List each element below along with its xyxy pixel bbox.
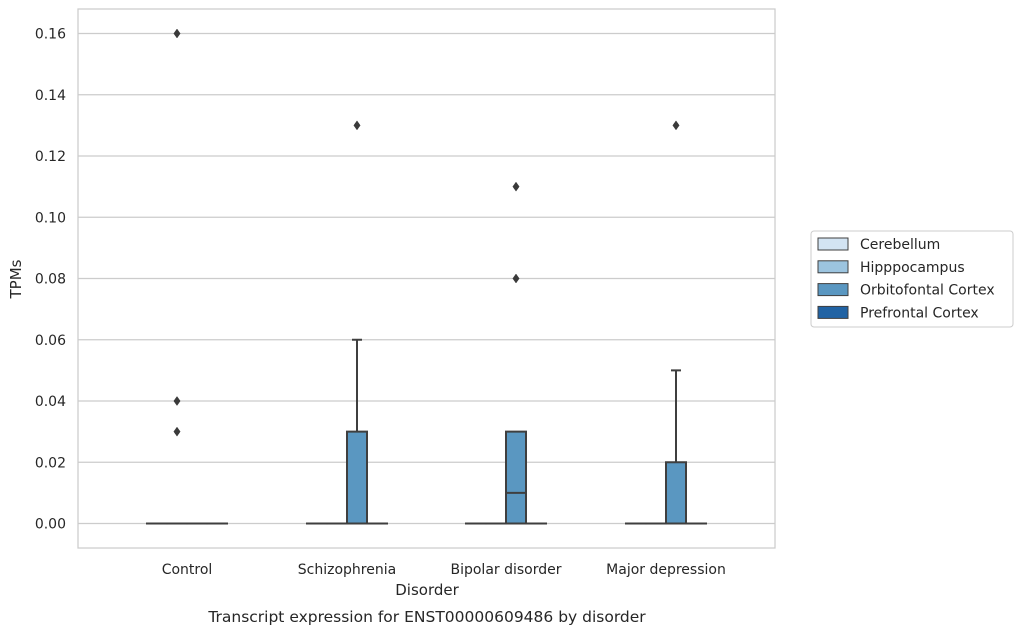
legend-frame (810, 230, 1014, 328)
x-tick-label: Control (162, 562, 213, 578)
legend-label: Cerebellum (860, 237, 940, 253)
x-tick-label: Bipolar disorder (450, 562, 561, 578)
legend-swatch (817, 260, 849, 274)
box (665, 461, 687, 525)
plot-area (77, 8, 776, 549)
x-axis-ticks: Control Schizophrenia Bipolar disorder Majo… (162, 562, 726, 578)
y-tick-label: 0.00 (35, 517, 66, 533)
y-tick-label: 0.04 (35, 394, 66, 410)
legend-label: Orbitofontal Cortex (860, 283, 995, 299)
box-orbitofontal-cortex (346, 120, 368, 525)
box-hipppocampus (166, 28, 188, 525)
outlier-point (512, 181, 520, 192)
box (505, 430, 527, 525)
x-axis-label: Disorder (395, 581, 459, 599)
outlier-point (173, 28, 181, 39)
y-tick-label: 0.02 (35, 455, 66, 471)
legend: Cerebellum Hipppocampus Orbitofontal Corte… (810, 230, 1014, 328)
box-orbitofontal-cortex (505, 181, 527, 525)
box-series (146, 28, 707, 525)
y-axis-ticks: 0.00 0.02 0.04 0.06 0.08 0.10 0.12 0.14 0.16 (35, 27, 66, 533)
outlier-point (173, 396, 181, 406)
chart-caption: Transcript expression for ENST0000060948… (207, 608, 646, 626)
x-tick-label: Schizophrenia (298, 562, 396, 578)
box-orbitofontal-cortex (665, 120, 687, 525)
y-tick-label: 0.10 (35, 210, 66, 226)
x-tick-label: Major depression (606, 562, 726, 578)
plot-frame (77, 8, 776, 549)
outlier-point (512, 273, 520, 284)
legend-swatch (817, 283, 849, 297)
y-tick-label: 0.14 (35, 88, 66, 104)
legend-label: Prefrontal Cortex (860, 305, 979, 321)
y-tick-label: 0.12 (35, 149, 66, 165)
outlier-point (173, 426, 181, 437)
outlier-point (672, 120, 680, 131)
y-tick-label: 0.16 (35, 27, 66, 43)
legend-label: Hipppocampus (860, 260, 965, 276)
outlier-point (353, 120, 361, 131)
y-tick-label: 0.08 (35, 272, 66, 288)
legend-swatch (817, 305, 849, 319)
y-axis-label: TPMs (7, 259, 25, 299)
box (346, 430, 368, 525)
legend-swatch (817, 237, 849, 251)
y-tick-label: 0.06 (35, 333, 66, 349)
